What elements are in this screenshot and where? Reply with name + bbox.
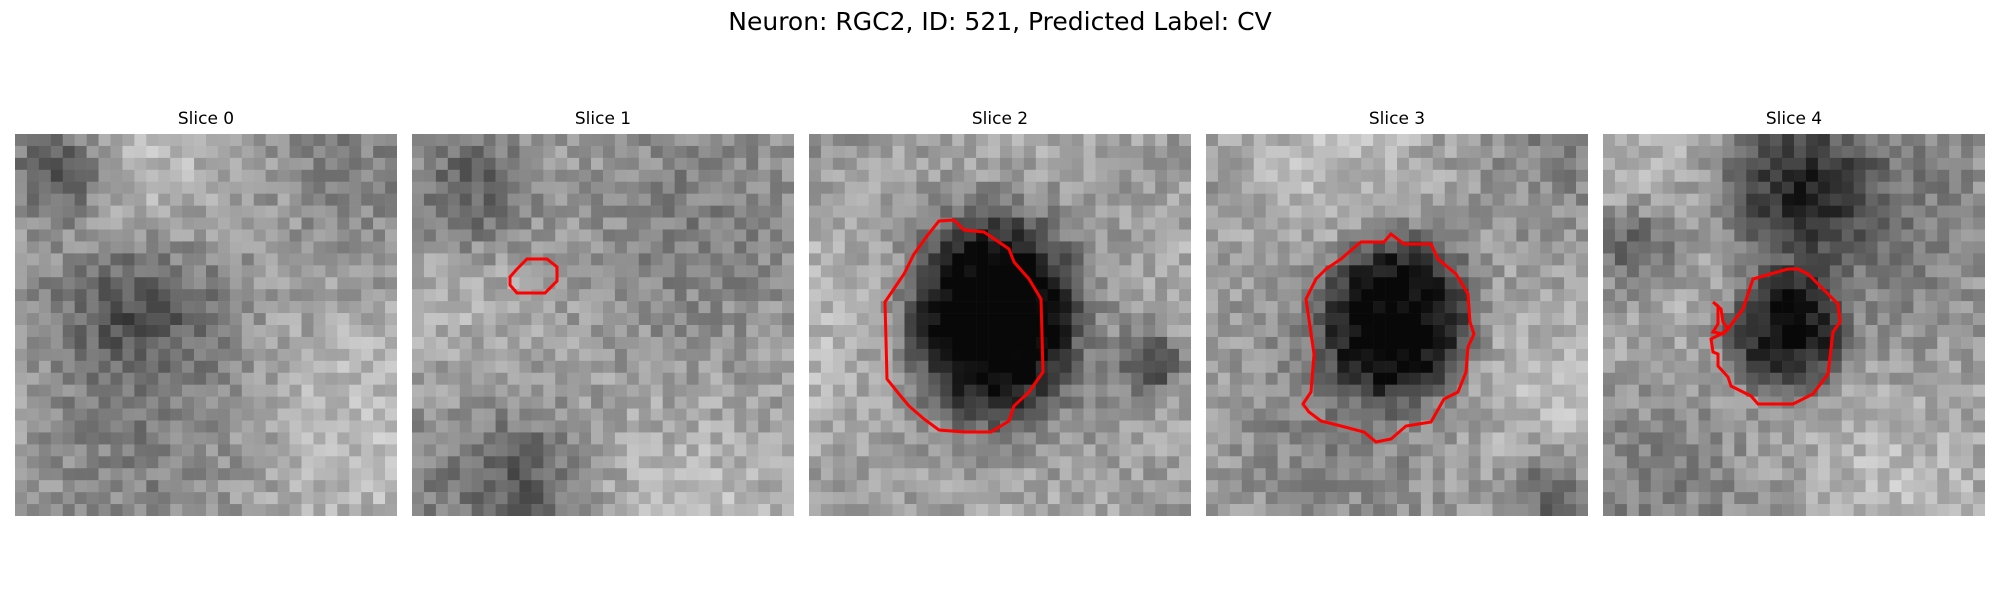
segmentation-contour-lobe xyxy=(1710,300,1730,336)
microscopy-slice-image xyxy=(15,134,397,516)
microscopy-slice-image xyxy=(1206,134,1588,516)
slice-panel-4: Slice 4 xyxy=(1603,108,1985,516)
segmentation-contour xyxy=(508,257,559,295)
segmentation-contour xyxy=(883,218,1045,434)
slice-title: Slice 0 xyxy=(177,109,235,129)
slice-title: Slice 1 xyxy=(574,109,632,129)
slice-panel-3: Slice 3 xyxy=(1206,108,1588,516)
microscopy-slice-image xyxy=(809,134,1191,516)
slice-panel-1: Slice 1 xyxy=(412,108,794,516)
microscopy-slice-image xyxy=(412,134,794,516)
segmentation-contour xyxy=(1301,231,1476,444)
slice-panel-0: Slice 0 xyxy=(15,108,397,516)
slice-panel-2: Slice 2 xyxy=(809,108,1191,516)
slice-title: Slice 2 xyxy=(971,109,1029,129)
microscopy-slice-image xyxy=(1603,134,1985,516)
figure-title: Neuron: RGC2, ID: 521, Predicted Label: … xyxy=(728,7,1272,36)
slice-title: Slice 3 xyxy=(1368,109,1426,129)
slice-title: Slice 4 xyxy=(1765,109,1823,129)
